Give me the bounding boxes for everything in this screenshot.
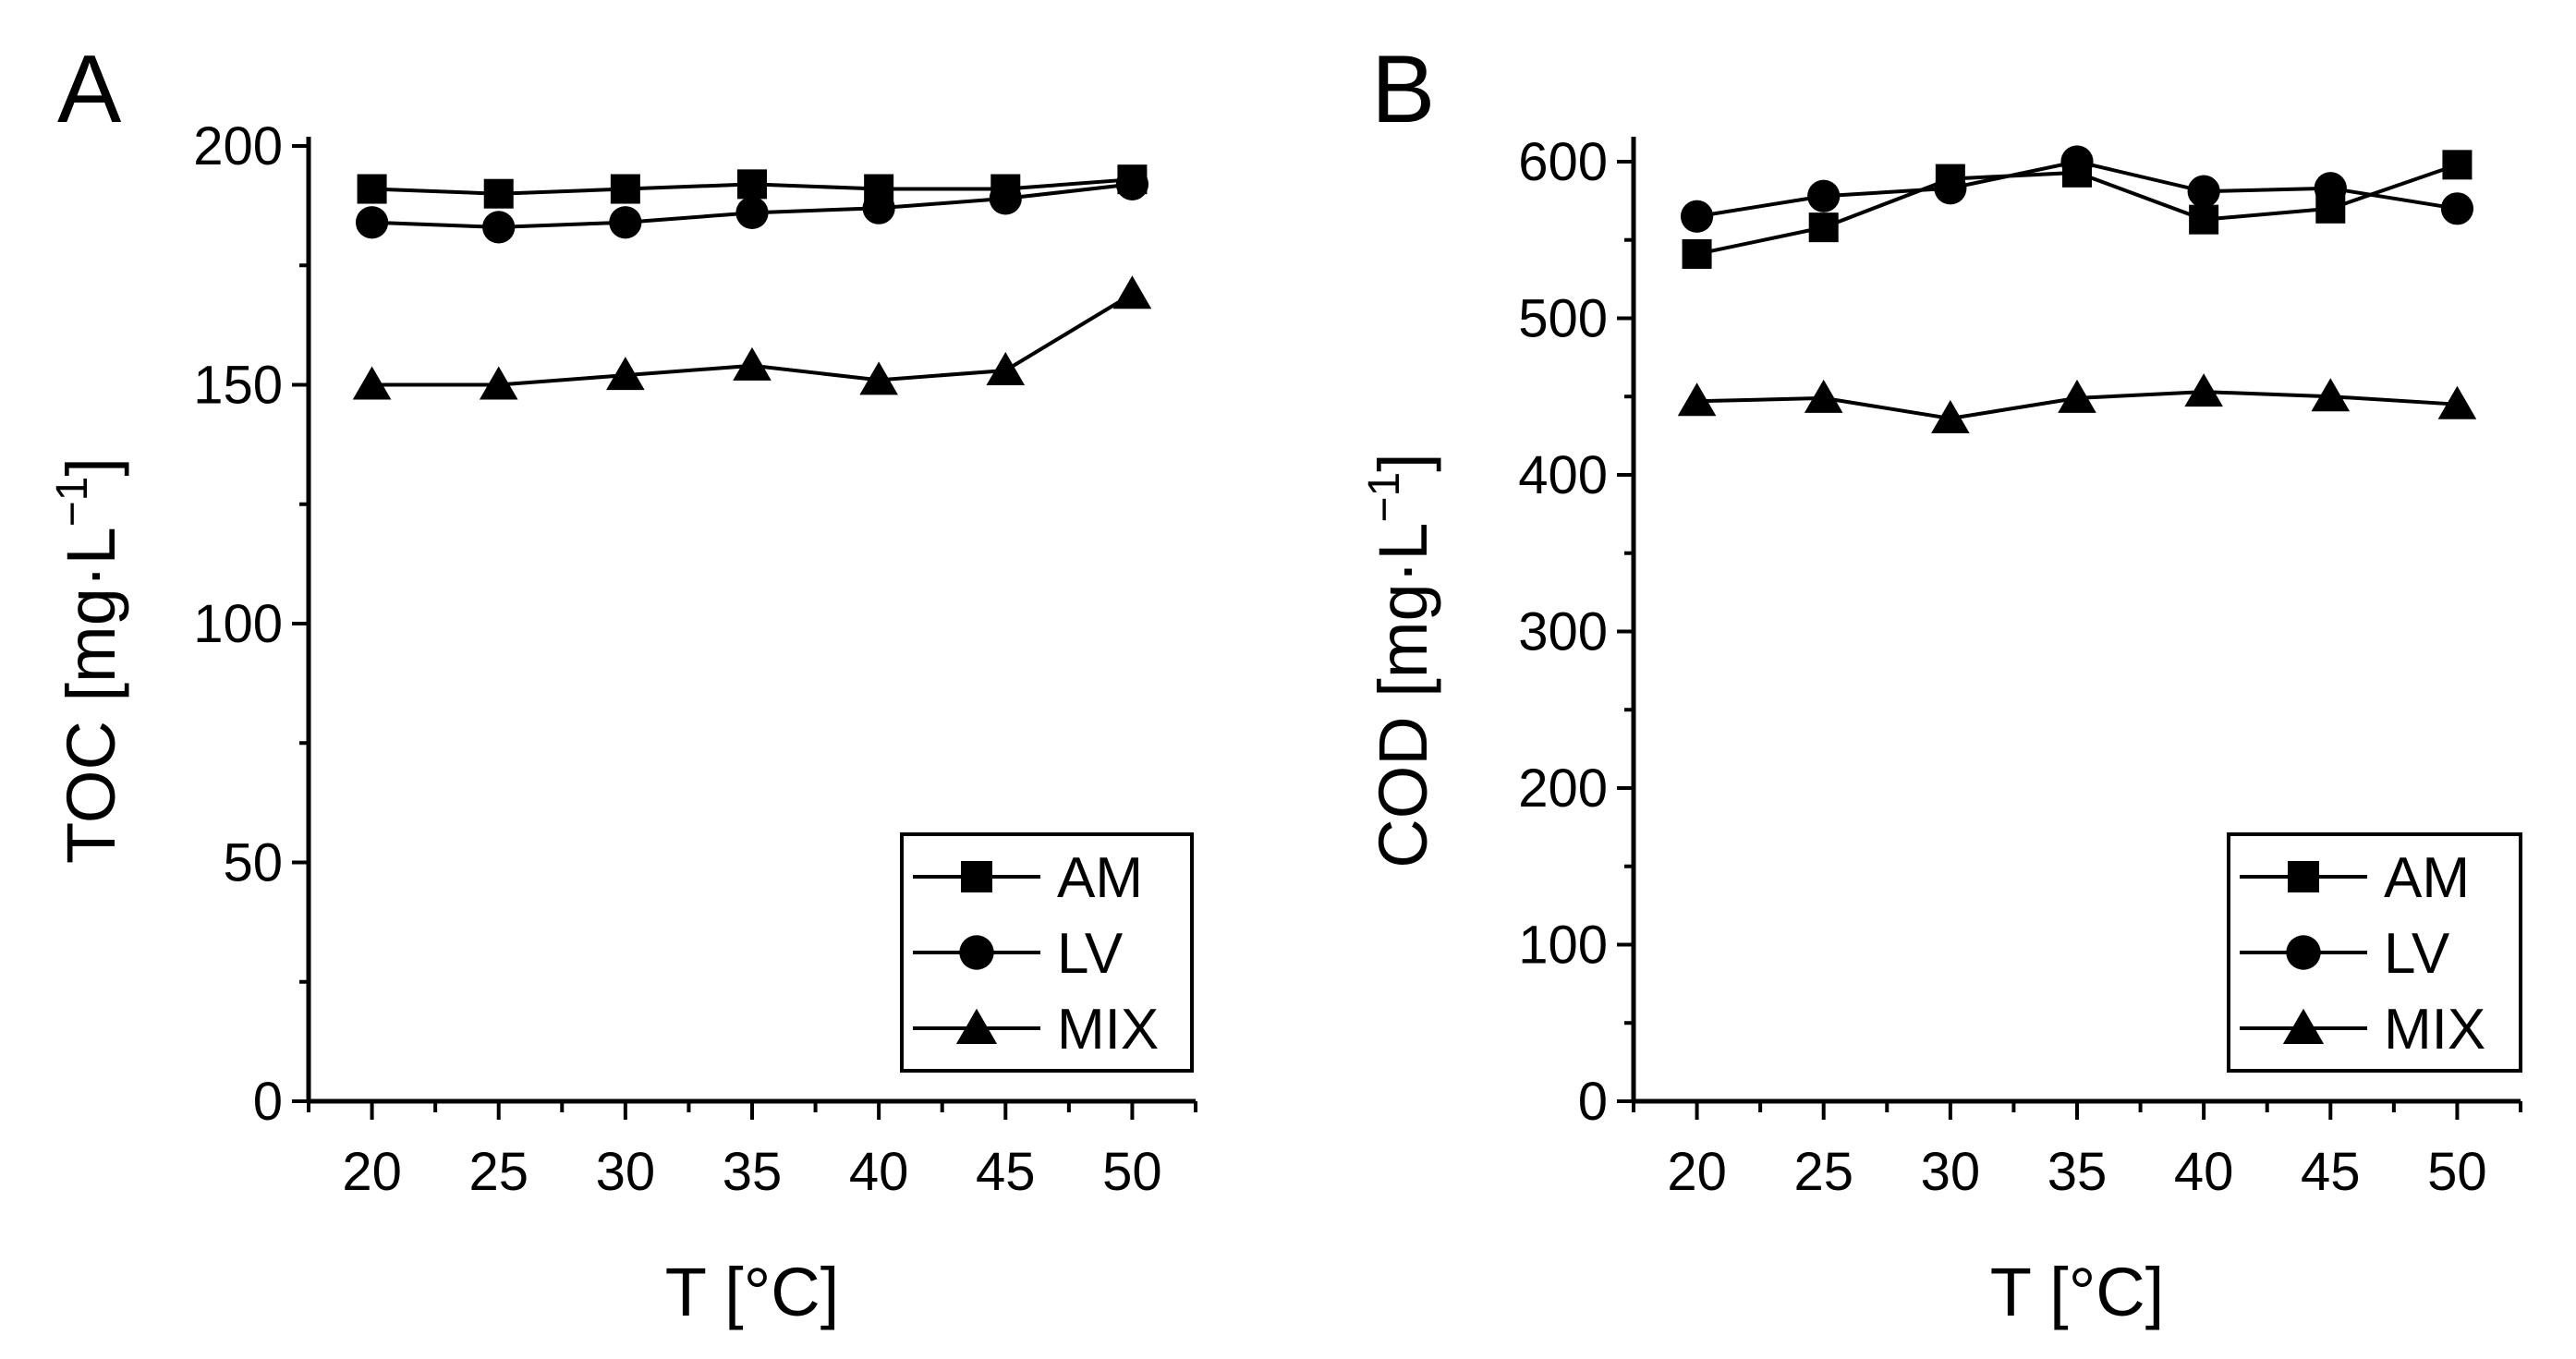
- legend: AM LV MIX: [900, 832, 1194, 1073]
- data-point-am: [483, 178, 514, 209]
- data-point-am: [2442, 150, 2473, 180]
- data-point-lv: [2440, 192, 2474, 225]
- x-tick-label: 50: [1102, 1142, 1162, 1202]
- y-tick-label: 500: [1518, 288, 1608, 348]
- y-tick-label: 200: [193, 116, 283, 176]
- y-axis-title-exponent: −1: [1360, 472, 1409, 523]
- data-point-am: [1808, 212, 1839, 243]
- x-tick-label: 35: [2047, 1142, 2108, 1202]
- y-axis-title: TOC [mg·L−1]: [48, 457, 129, 864]
- legend-marker-mix: [2282, 1008, 2325, 1044]
- legend-marker-lv: [959, 935, 994, 970]
- data-point-lv: [1807, 179, 1841, 212]
- data-point-lv: [1680, 200, 1714, 233]
- x-tick-label: 40: [849, 1142, 909, 1202]
- data-point-lv: [2187, 175, 2220, 208]
- data-point-mix: [2311, 378, 2351, 412]
- data-point-mix: [606, 357, 645, 391]
- y-axis-title-exponent: −1: [48, 477, 97, 528]
- legend-marker-am: [961, 861, 992, 892]
- x-tick-label: 30: [596, 1142, 656, 1202]
- data-point-lv: [989, 182, 1022, 215]
- legend-marker-am: [2288, 861, 2319, 892]
- x-tick-label: 20: [1667, 1142, 1727, 1202]
- data-point-mix: [1931, 399, 1970, 433]
- y-tick-label: 300: [1518, 601, 1608, 661]
- legend-label-lv: LV: [2384, 922, 2450, 986]
- data-point-mix: [2058, 379, 2096, 413]
- x-tick-label: 45: [976, 1142, 1036, 1202]
- x-axis-title: T [°C]: [665, 1254, 840, 1330]
- data-point-lv: [735, 196, 769, 229]
- x-tick-label: 35: [723, 1142, 783, 1202]
- data-point-mix: [2184, 373, 2223, 407]
- data-point-lv: [609, 206, 642, 239]
- y-axis-title-bracket: ]: [1365, 453, 1441, 472]
- y-tick-label: 50: [223, 833, 283, 893]
- y-tick-label: 0: [1578, 1072, 1608, 1132]
- y-axis-title-main: TOC [mg·L: [53, 527, 129, 864]
- panel-letter: A: [57, 36, 122, 143]
- y-axis-title-main: COD [mg·L: [1365, 523, 1441, 868]
- x-tick-label: 25: [1793, 1142, 1853, 1202]
- x-tick-label: 45: [2301, 1142, 2361, 1202]
- data-point-lv: [355, 206, 389, 239]
- x-tick-label: 20: [342, 1142, 402, 1202]
- legend: AM LV MIX: [2227, 832, 2522, 1073]
- panel-b-cod-chart: B 0 100 200 300 400 500 600 20 25 30 35 40 45 50 T [°C]…: [1360, 36, 2522, 1330]
- data-point-lv: [1934, 172, 1967, 205]
- y-tick-label: 100: [1518, 915, 1608, 975]
- data-point-lv: [2314, 172, 2347, 205]
- data-point-am: [1682, 238, 1712, 269]
- data-point-lv: [862, 191, 895, 224]
- legend-frame: [900, 832, 1194, 1073]
- data-point-am: [737, 169, 767, 200]
- data-point-mix: [733, 346, 772, 381]
- legend-label-am: AM: [2384, 846, 2470, 910]
- data-point-mix: [1804, 379, 1843, 413]
- legend-label-lv: LV: [1057, 922, 1124, 986]
- data-point-am: [2189, 204, 2219, 235]
- y-axis-title: COD [mg·L−1]: [1360, 453, 1441, 868]
- y-tick-label: 100: [193, 594, 283, 654]
- y-tick-label: 0: [253, 1072, 283, 1132]
- panel-letter: B: [1371, 36, 1435, 143]
- y-tick-label: 400: [1518, 445, 1608, 505]
- legend-label-mix: MIX: [2384, 998, 2485, 1062]
- data-point-mix: [2437, 385, 2477, 419]
- y-tick-label: 600: [1518, 132, 1608, 192]
- x-axis-title: T [°C]: [1990, 1254, 2165, 1330]
- data-point-lv: [1115, 167, 1149, 200]
- legend-label-am: AM: [1057, 846, 1143, 910]
- legend-marker-mix: [955, 1008, 998, 1044]
- y-axis-title-bracket: ]: [53, 457, 129, 477]
- data-point-mix: [1112, 275, 1152, 309]
- data-point-lv: [2060, 145, 2094, 178]
- panel-a-toc-chart: A 0 50 100 150 200 20 25 30 35 40 45 50 T [°C] TOC [mg…: [48, 36, 1197, 1330]
- legend-label-mix: MIX: [1057, 998, 1159, 1062]
- x-tick-label: 50: [2427, 1142, 2487, 1202]
- data-point-mix: [859, 361, 898, 395]
- data-point-mix: [479, 366, 518, 400]
- data-point-am: [610, 174, 640, 204]
- data-point-mix: [986, 351, 1026, 385]
- x-tick-label: 25: [468, 1142, 529, 1202]
- x-tick-label: 30: [1921, 1142, 1981, 1202]
- data-point-lv: [482, 211, 516, 244]
- y-tick-label: 150: [193, 356, 283, 416]
- legend-marker-lv: [2286, 935, 2321, 970]
- x-tick-label: 40: [2174, 1142, 2234, 1202]
- y-tick-label: 200: [1518, 758, 1608, 819]
- data-point-am: [357, 174, 387, 204]
- data-point-mix: [1677, 382, 1717, 417]
- data-point-mix: [352, 366, 392, 400]
